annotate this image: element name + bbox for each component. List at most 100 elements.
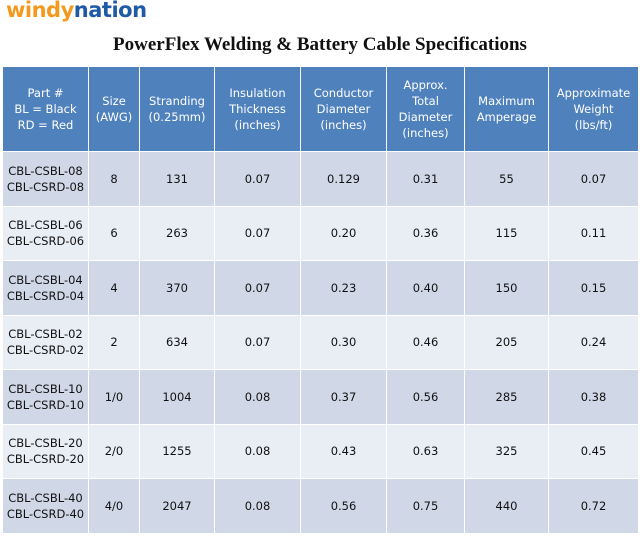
cell-line: CBL-CSRD-08 xyxy=(6,179,85,194)
header-cell: Size (AWG) xyxy=(88,66,140,152)
cell-line: Stranding xyxy=(149,94,205,108)
table-cell: 634 xyxy=(139,314,215,370)
table-cell: 1255 xyxy=(139,423,215,479)
table-cell: 0.63 xyxy=(386,423,465,479)
logo-part: windy xyxy=(6,0,74,22)
cell-line: CBL-CSBL-20 xyxy=(8,436,83,451)
table-cell: 285 xyxy=(464,369,549,425)
logo-part: nation xyxy=(73,0,147,22)
cell-line: Amperage xyxy=(476,110,537,124)
cell-line: CBL-CSBL-10 xyxy=(8,381,83,396)
table-row: CBL-CSBL-02 CBL-CSRD-02 2 634 0.07 0.30 0.46 20… xyxy=(2,314,639,370)
table-cell: 0.75 xyxy=(386,478,465,534)
cell-line: Insulation xyxy=(229,86,286,100)
table-cell: 0.129 xyxy=(300,151,387,207)
cell-line: Thickness xyxy=(229,102,286,116)
table-cell: 0.43 xyxy=(300,423,387,479)
cell-line: Maximum xyxy=(478,94,535,108)
table-cell: 0.20 xyxy=(300,205,387,261)
table-cell: CBL-CSBL-02 CBL-CSRD-02 xyxy=(2,314,89,370)
header-cell: Conductor Diameter (inches) xyxy=(300,66,387,152)
cell-line: CBL-CSBL-06 xyxy=(8,218,83,233)
table-cell: 263 xyxy=(139,205,215,261)
table-cell: 2/0 xyxy=(88,423,140,479)
table-cell: CBL-CSBL-40 CBL-CSRD-40 xyxy=(2,478,89,534)
cell-line: (lbs/ft) xyxy=(574,118,613,132)
table-cell: 0.07 xyxy=(214,314,301,370)
table-row: CBL-CSBL-06 CBL-CSRD-06 6 263 0.07 0.20 0.36 11… xyxy=(2,205,639,261)
table-cell: 0.37 xyxy=(300,369,387,425)
table-cell: 0.07 xyxy=(214,260,301,316)
cell-line: Conductor xyxy=(313,86,374,100)
table-cell: CBL-CSBL-08 CBL-CSRD-08 xyxy=(2,151,89,207)
table-row: CBL-CSBL-08 CBL-CSRD-08 8 131 0.07 0.129 0.31 5… xyxy=(2,151,639,207)
header-cell: Insulation Thickness (inches) xyxy=(214,66,301,152)
cell-line: Part # xyxy=(27,86,64,100)
table-cell: 0.45 xyxy=(548,423,639,479)
table-cell: CBL-CSBL-04 CBL-CSRD-04 xyxy=(2,260,89,316)
cell-line: CBL-CSRD-20 xyxy=(6,452,85,467)
cell-line: CBL-CSBL-02 xyxy=(8,327,83,342)
table-row: CBL-CSBL-10 CBL-CSRD-10 1/0 1004 0.08 0.37 0.5… xyxy=(2,369,639,425)
table-cell: 370 xyxy=(139,260,215,316)
table-cell: 2 xyxy=(88,314,140,370)
table-cell: 4/0 xyxy=(88,478,140,534)
table-cell: 0.08 xyxy=(214,369,301,425)
cell-line: Diameter xyxy=(398,110,453,124)
cell-line: Approx. xyxy=(403,78,448,92)
cell-line: Weight xyxy=(573,102,614,116)
table-cell: 0.40 xyxy=(386,260,465,316)
cell-line: Diameter xyxy=(316,102,371,116)
table-cell: 0.08 xyxy=(214,423,301,479)
cell-line: Size xyxy=(102,94,126,108)
cell-line: (inches) xyxy=(402,126,449,140)
table-cell: 2047 xyxy=(139,478,215,534)
table-row: CBL-CSBL-04 CBL-CSRD-04 4 370 0.07 0.23 0.40 15… xyxy=(2,260,639,316)
table-cell: 8 xyxy=(88,151,140,207)
table-cell: 0.56 xyxy=(386,369,465,425)
table-cell: CBL-CSBL-20 CBL-CSRD-20 xyxy=(2,423,89,479)
logo: windynation xyxy=(6,0,147,22)
header-cell: Maximum Amperage xyxy=(464,66,549,152)
table-cell: 0.46 xyxy=(386,314,465,370)
table-row: CBL-CSBL-20 CBL-CSRD-20 2/0 1255 0.08 0.43 0.6… xyxy=(2,423,639,479)
cell-line: CBL-CSRD-04 xyxy=(6,288,85,303)
table-cell: 0.72 xyxy=(548,478,639,534)
cell-line: CBL-CSRD-40 xyxy=(6,506,85,521)
spec-table: Part # BL = Black RD = Red Size (AWG) Strandi… xyxy=(2,66,639,534)
table-cell: 0.31 xyxy=(386,151,465,207)
table-cell: 325 xyxy=(464,423,549,479)
cell-line: CBL-CSRD-02 xyxy=(6,343,85,358)
cell-line: RD = Red xyxy=(17,118,74,132)
table-cell: 0.24 xyxy=(548,314,639,370)
table-cell: 131 xyxy=(139,151,215,207)
cell-line: BL = Black xyxy=(14,102,77,116)
header-cell: Stranding (0.25mm) xyxy=(139,66,215,152)
cell-line: CBL-CSBL-40 xyxy=(8,490,83,505)
table-cell: 55 xyxy=(464,151,549,207)
table-cell: 0.07 xyxy=(214,205,301,261)
table-cell: 0.38 xyxy=(548,369,639,425)
cell-line: (inches) xyxy=(234,118,281,132)
header-cell: Approx. Total Diameter (inches) xyxy=(386,66,465,152)
table-cell: 6 xyxy=(88,205,140,261)
table-cell: CBL-CSBL-06 CBL-CSRD-06 xyxy=(2,205,89,261)
table-cell: 1004 xyxy=(139,369,215,425)
table-cell: 115 xyxy=(464,205,549,261)
table-cell: 0.23 xyxy=(300,260,387,316)
table-cell: 0.11 xyxy=(548,205,639,261)
cell-line: CBL-CSRD-06 xyxy=(6,234,85,249)
table-cell: 0.36 xyxy=(386,205,465,261)
cell-line: (AWG) xyxy=(95,110,133,124)
table-cell: 0.08 xyxy=(214,478,301,534)
cell-line: (inches) xyxy=(320,118,367,132)
header-cell: Approximate Weight (lbs/ft) xyxy=(548,66,639,152)
cell-line: Approximate xyxy=(556,86,631,100)
cell-line: CBL-CSBL-08 xyxy=(8,163,83,178)
table-row: CBL-CSBL-40 CBL-CSRD-40 4/0 2047 0.08 0.56 0.7… xyxy=(2,478,639,534)
table-cell: 0.07 xyxy=(214,151,301,207)
header-cell: Part # BL = Black RD = Red xyxy=(2,66,89,152)
table-cell: 4 xyxy=(88,260,140,316)
cell-line: (0.25mm) xyxy=(148,110,206,124)
